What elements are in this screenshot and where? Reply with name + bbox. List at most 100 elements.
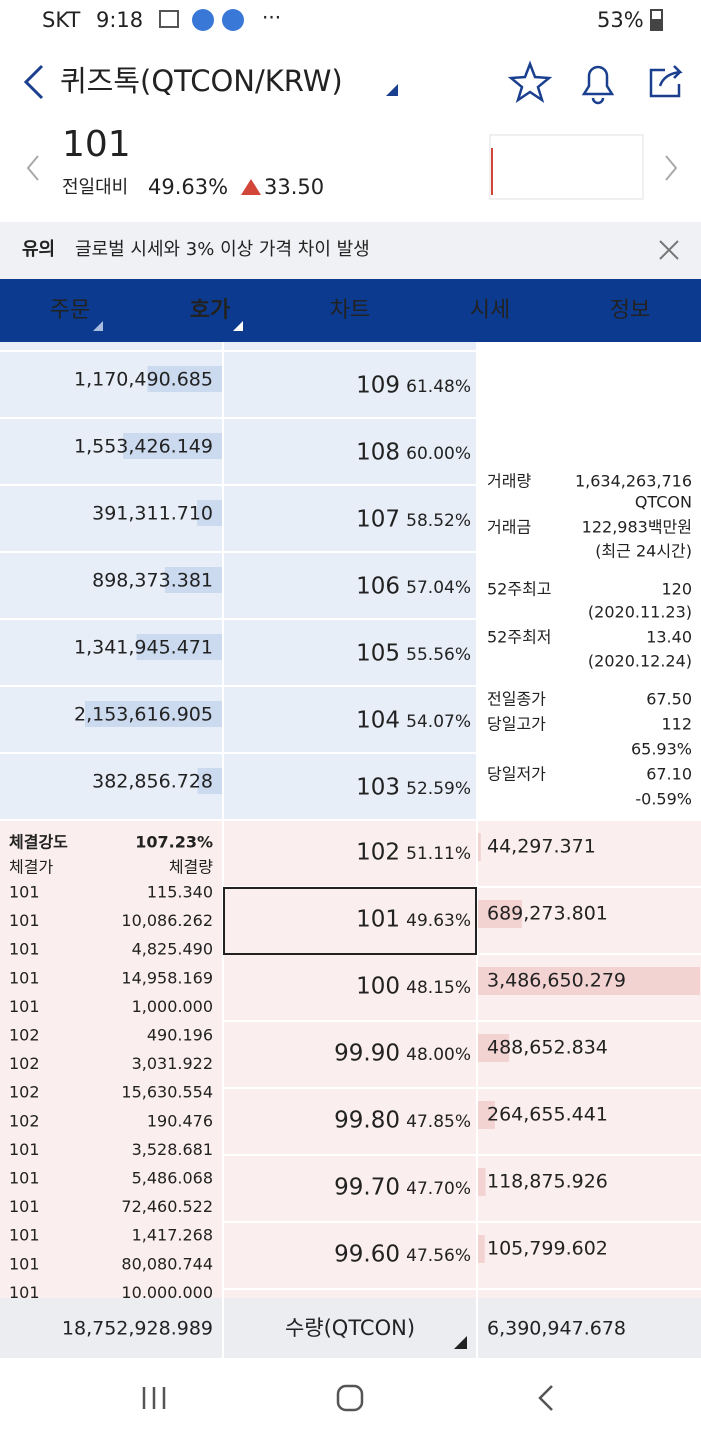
bid-pct: 47.85% <box>406 1112 471 1132</box>
trade-price: 101 <box>9 883 40 902</box>
info-value: 120 <box>661 580 692 599</box>
ask-price[interactable]: 104 <box>356 708 400 734</box>
bid-pct: 51.11% <box>406 844 471 864</box>
change-pct: 49.63% <box>148 175 228 199</box>
battery-fill <box>652 19 661 29</box>
tab[interactable]: 주문 <box>50 298 90 323</box>
alarm-button[interactable] <box>581 65 615 105</box>
trade-price: 102 <box>9 1026 40 1045</box>
change-label: 전일대비 <box>62 177 128 198</box>
ask-cell <box>224 687 476 752</box>
bid-qty: 105,799.602 <box>487 1238 608 1260</box>
trade-price-header: 체결가 <box>9 858 53 877</box>
tab[interactable]: 호가 <box>190 298 230 323</box>
nav-home[interactable] <box>336 1384 364 1412</box>
unit-dropdown[interactable] <box>454 1336 467 1349</box>
tab[interactable]: 차트 <box>330 298 370 323</box>
info-value: 65.93% <box>631 740 692 759</box>
ask-volume-bar <box>123 433 222 459</box>
nav-recent[interactable] <box>142 1387 166 1409</box>
bid-qty: 44,297.371 <box>487 836 596 858</box>
next-button[interactable] <box>665 155 678 181</box>
info-value: 112 <box>661 715 692 734</box>
bid-volume-bar <box>478 1034 510 1062</box>
trade-price: 101 <box>9 1197 40 1216</box>
tab[interactable]: 정보 <box>610 298 650 323</box>
nav-back[interactable] <box>538 1385 553 1411</box>
trade-price: 102 <box>9 1111 40 1130</box>
total-bid: 6,390,947.678 <box>487 1318 626 1340</box>
current-price: 101 <box>62 124 131 165</box>
share-button[interactable] <box>649 65 683 98</box>
ask-cell <box>0 486 222 551</box>
unit-selector[interactable]: 수량(QTCON) <box>285 1316 415 1340</box>
prev-button[interactable] <box>26 155 39 181</box>
bid-cell <box>478 1290 701 1298</box>
bid-price[interactable]: 100 <box>356 974 400 1000</box>
bid-cell <box>224 1022 476 1087</box>
info-value: (2020.12.24) <box>588 652 692 671</box>
info-value: -0.59% <box>635 790 692 809</box>
tab[interactable]: 시세 <box>470 298 510 323</box>
bid-price[interactable]: 102 <box>356 840 400 866</box>
ask-pct: 61.48% <box>406 377 471 397</box>
info-value: 13.40 <box>646 628 692 647</box>
footer-cell <box>478 1298 701 1358</box>
ask-price[interactable]: 108 <box>356 440 400 466</box>
bid-price[interactable]: 99.80 <box>334 1108 400 1134</box>
ask-volume-bar <box>164 567 222 593</box>
bid-cell <box>224 1089 476 1154</box>
strength-value: 107.23% <box>135 833 213 852</box>
bid-cell <box>224 888 476 953</box>
trade-qty: 15,630.554 <box>121 1083 213 1102</box>
trade-price: 101 <box>9 1140 40 1159</box>
carrier: SKT <box>42 8 80 32</box>
bid-qty: 264,655.441 <box>487 1104 608 1126</box>
ask-cell <box>224 553 476 618</box>
bid-price[interactable]: 101 <box>356 907 400 933</box>
trade-price: 101 <box>9 1283 40 1302</box>
bid-cell <box>478 1223 701 1288</box>
back-button[interactable] <box>23 64 44 100</box>
ask-price[interactable]: 107 <box>356 507 400 533</box>
ask-pct: 57.04% <box>406 578 471 598</box>
info-label: 거래량 <box>487 472 531 491</box>
trade-price: 101 <box>9 911 40 930</box>
ask-volume-bar <box>197 500 222 526</box>
mini-chart <box>489 134 644 200</box>
notice-bar <box>0 222 701 279</box>
trade-qty: 72,460.522 <box>121 1197 213 1216</box>
trade-qty-header: 체결량 <box>169 858 213 877</box>
bid-cell <box>478 1156 701 1221</box>
page-title[interactable]: 퀴즈톡(QTCON/KRW) <box>60 64 343 98</box>
trade-price: 102 <box>9 1083 40 1102</box>
bid-pct: 48.15% <box>406 978 471 998</box>
ask-price[interactable]: 105 <box>356 641 400 667</box>
bid-price[interactable]: 99.70 <box>334 1175 400 1201</box>
notice-close[interactable] <box>659 240 679 260</box>
bid-price[interactable]: 99.90 <box>334 1041 400 1067</box>
trade-price: 101 <box>9 997 40 1016</box>
up-arrow <box>241 179 261 195</box>
title-dropdown[interactable] <box>386 84 398 96</box>
ask-volume-bar <box>136 634 222 660</box>
ask-price[interactable]: 103 <box>356 775 400 801</box>
ask-cell <box>224 486 476 551</box>
ask-price[interactable]: 109 <box>356 373 400 399</box>
bid-cell <box>478 1089 701 1154</box>
bid-pct: 48.00% <box>406 1045 471 1065</box>
trade-qty: 10,000.000 <box>121 1283 213 1302</box>
trade-qty: 10,086.262 <box>121 911 213 930</box>
info-value: 67.10 <box>646 765 692 784</box>
bid-price[interactable]: 99.60 <box>334 1242 400 1268</box>
ask-cell <box>224 419 476 484</box>
bid-qty: 488,652.834 <box>487 1037 608 1059</box>
bid-cell <box>224 955 476 1020</box>
bid-cell <box>478 1022 701 1087</box>
info-label: 52주최고 <box>487 580 552 599</box>
info-label: 52주최저 <box>487 628 552 647</box>
ask-price[interactable]: 106 <box>356 574 400 600</box>
bid-volume-bar <box>478 1101 495 1129</box>
favorite-button[interactable] <box>507 60 553 103</box>
